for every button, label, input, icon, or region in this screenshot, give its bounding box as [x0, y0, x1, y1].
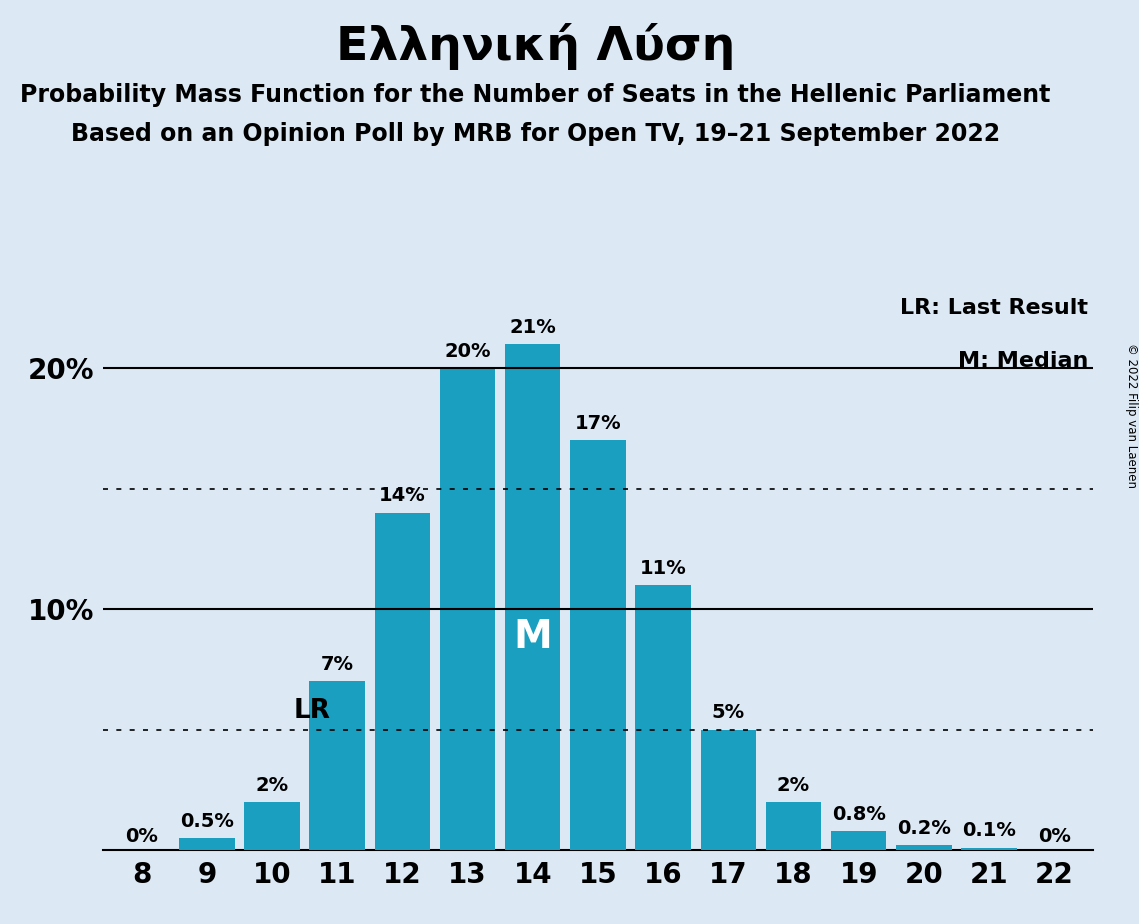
Text: 17%: 17%: [575, 414, 621, 433]
Text: 2%: 2%: [777, 775, 810, 795]
Bar: [179, 838, 235, 850]
Bar: [831, 831, 886, 850]
Text: LR: LR: [294, 698, 330, 723]
Text: 0.1%: 0.1%: [962, 821, 1016, 841]
Text: M: M: [514, 618, 552, 656]
Bar: [310, 681, 364, 850]
Bar: [440, 368, 495, 850]
Text: Based on an Opinion Poll by MRB for Open TV, 19–21 September 2022: Based on an Opinion Poll by MRB for Open…: [71, 122, 1000, 146]
Text: 0%: 0%: [125, 828, 158, 846]
Text: 5%: 5%: [712, 703, 745, 723]
Text: M: Median: M: Median: [958, 351, 1089, 371]
Text: 11%: 11%: [640, 559, 687, 578]
Text: © 2022 Filip van Laenen: © 2022 Filip van Laenen: [1124, 344, 1138, 488]
Text: LR: Last Result: LR: Last Result: [901, 298, 1089, 319]
Bar: [765, 802, 821, 850]
Text: 14%: 14%: [379, 486, 426, 505]
Bar: [375, 513, 431, 850]
Text: 21%: 21%: [509, 318, 556, 336]
Text: 0%: 0%: [1038, 828, 1071, 846]
Text: Probability Mass Function for the Number of Seats in the Hellenic Parliament: Probability Mass Function for the Number…: [21, 83, 1050, 107]
Text: 20%: 20%: [444, 342, 491, 360]
Text: 0.5%: 0.5%: [180, 812, 233, 831]
Text: 0.2%: 0.2%: [898, 819, 951, 838]
Bar: [961, 847, 1017, 850]
Text: 7%: 7%: [321, 655, 354, 675]
Bar: [896, 845, 952, 850]
Text: 0.8%: 0.8%: [831, 805, 886, 823]
Bar: [244, 802, 300, 850]
Text: 2%: 2%: [255, 775, 288, 795]
Bar: [700, 730, 756, 850]
Bar: [636, 585, 691, 850]
Bar: [571, 441, 625, 850]
Text: Ελληνική Λύση: Ελληνική Λύση: [336, 23, 735, 70]
Bar: [505, 344, 560, 850]
